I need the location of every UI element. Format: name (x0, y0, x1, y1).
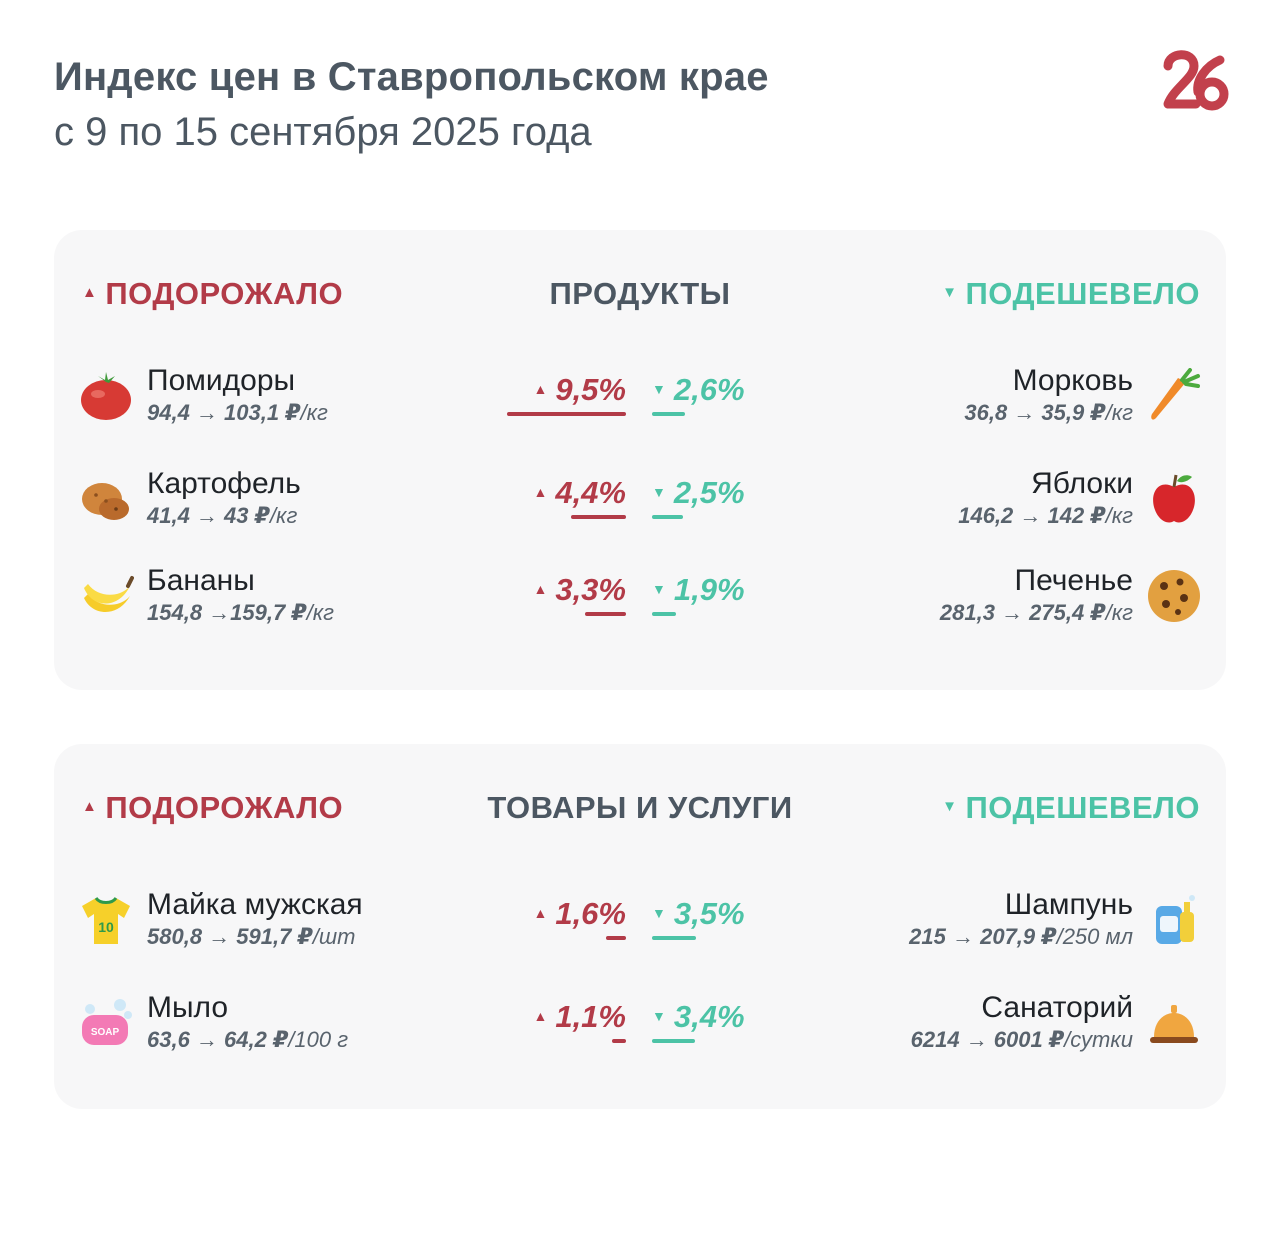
triangle-up-icon: ▲ (533, 1007, 548, 1024)
item-price: 94,4 → 103,1 ₽/кг (147, 400, 328, 425)
triangle-up-icon: ▲ (533, 380, 548, 397)
price-row: Помидоры 94,4 → 103,1 ₽/кг ▲ 9,5% ▼ 2,6% М… (54, 364, 1226, 444)
shampoo-icon (1156, 895, 1195, 944)
rose-header: ▲ ПОДОРОЖАЛО (82, 790, 344, 825)
triangle-up-icon: ▲ (533, 580, 548, 597)
svg-text:SOAP: SOAP (91, 1027, 120, 1038)
section-title: ТОВАРЫ И УСЛУГИ (487, 790, 793, 825)
potato-icon (82, 483, 129, 520)
rose-header: ▲ ПОДОРОЖАЛО (82, 276, 344, 311)
item-price: 580,8 → 591,7 ₽/шт (147, 924, 356, 949)
price-row: Картофель 41,4 → 43 ₽/кг ▲ 4,4% ▼ 2,5% Ябл… (54, 467, 1226, 547)
cookie-icon (1148, 570, 1200, 622)
decrease-bar (652, 1039, 695, 1043)
item-price: 63,6 → 64,2 ₽/100 г (147, 1027, 349, 1052)
increase-percent: ▲ 4,4% (533, 475, 626, 510)
triangle-up-icon: ▲ (82, 798, 98, 816)
carrot-icon (1151, 368, 1200, 420)
item-name: Яблоки (1031, 467, 1133, 500)
increase-bar (612, 1039, 626, 1043)
item-price: 6214 → 6001 ₽/сутки (910, 1027, 1133, 1052)
increase-bar (507, 412, 626, 416)
triangle-down-icon: ▼ (652, 483, 666, 500)
decrease-percent: ▼ 3,4% (652, 999, 745, 1034)
item-name: Бананы (147, 564, 255, 597)
fell-header: ▼ ПОДЕШЕВЕЛО (942, 790, 1200, 825)
triangle-up-icon: ▲ (533, 483, 548, 500)
triangle-down-icon: ▼ (652, 904, 666, 921)
page-subtitle: с 9 по 15 сентября 2025 года (54, 110, 592, 154)
triangle-down-icon: ▼ (942, 798, 958, 816)
fell-header: ▼ ПОДЕШЕВЕЛО (942, 276, 1200, 311)
item-name: Майка мужская (147, 888, 363, 921)
item-name: Мыло (147, 991, 229, 1024)
soap-icon: SOAP (82, 999, 132, 1045)
increase-bar (585, 612, 626, 616)
increase-percent: ▲ 9,5% (533, 372, 626, 407)
page-title: Индекс цен в Ставропольском крае (54, 55, 769, 99)
banana-icon (84, 576, 134, 612)
increase-percent: ▲ 3,3% (533, 572, 626, 607)
tomato-icon (81, 372, 131, 420)
increase-bar (571, 515, 626, 519)
price-row: SOAP Мыло 63,6 → 64,2 ₽/100 г ▲ 1,1% ▼ 3,4… (54, 991, 1226, 1071)
decrease-bar (652, 412, 685, 416)
decrease-percent: ▼ 3,5% (652, 896, 745, 931)
goods-services-card: ▲ ПОДОРОЖАЛО ТОВАРЫ И УСЛУГИ ▼ ПОДЕШЕВЕЛО … (54, 744, 1226, 1109)
triangle-down-icon: ▼ (652, 580, 666, 597)
item-name: Картофель (147, 467, 301, 500)
section-title: ПРОДУКТЫ (549, 276, 731, 311)
price-row: 10 Майка мужская 580,8 → 591,7 ₽/шт ▲ 1,6… (54, 888, 1226, 968)
decrease-bar (652, 612, 676, 616)
price-row: Бананы 154,8 →159,7 ₽/кг ▲ 3,3% ▼ 1,9% Печ… (54, 564, 1226, 644)
increase-bar (606, 936, 626, 940)
triangle-down-icon: ▼ (652, 380, 666, 397)
item-name: Помидоры (147, 364, 296, 397)
products-card: ▲ ПОДОРОЖАЛО ПРОДУКТЫ ▼ ПОДЕШЕВЕЛО Помидор… (54, 230, 1226, 690)
increase-percent: ▲ 1,1% (533, 999, 626, 1034)
svg-text:10: 10 (98, 919, 114, 935)
apple-icon (1153, 474, 1195, 523)
item-price: 36,8 → 35,9 ₽/кг (964, 400, 1133, 425)
item-price: 146,2 → 142 ₽/кг (958, 503, 1133, 528)
item-price: 215 → 207,9 ₽/250 мл (909, 924, 1133, 949)
service-bell-icon (1150, 1005, 1198, 1043)
decrease-bar (652, 936, 696, 940)
decrease-bar (652, 515, 683, 519)
tshirt-icon: 10 (82, 896, 130, 944)
item-price: 41,4 → 43 ₽/кг (147, 503, 298, 528)
item-price: 154,8 →159,7 ₽/кг (147, 600, 334, 625)
decrease-percent: ▼ 2,6% (652, 372, 745, 407)
decrease-percent: ▼ 1,9% (652, 572, 745, 607)
increase-percent: ▲ 1,6% (533, 896, 626, 931)
triangle-up-icon: ▲ (533, 904, 548, 921)
item-name: Шампунь (1004, 888, 1133, 921)
item-name: Морковь (1012, 364, 1133, 397)
logo-26-icon (1163, 50, 1229, 111)
triangle-down-icon: ▼ (652, 1007, 666, 1024)
triangle-up-icon: ▲ (82, 284, 98, 302)
decrease-percent: ▼ 2,5% (652, 475, 745, 510)
item-name: Печенье (1014, 564, 1133, 597)
triangle-down-icon: ▼ (942, 284, 958, 302)
item-price: 281,3 → 275,4 ₽/кг (939, 600, 1133, 625)
item-name: Санаторий (981, 991, 1133, 1024)
